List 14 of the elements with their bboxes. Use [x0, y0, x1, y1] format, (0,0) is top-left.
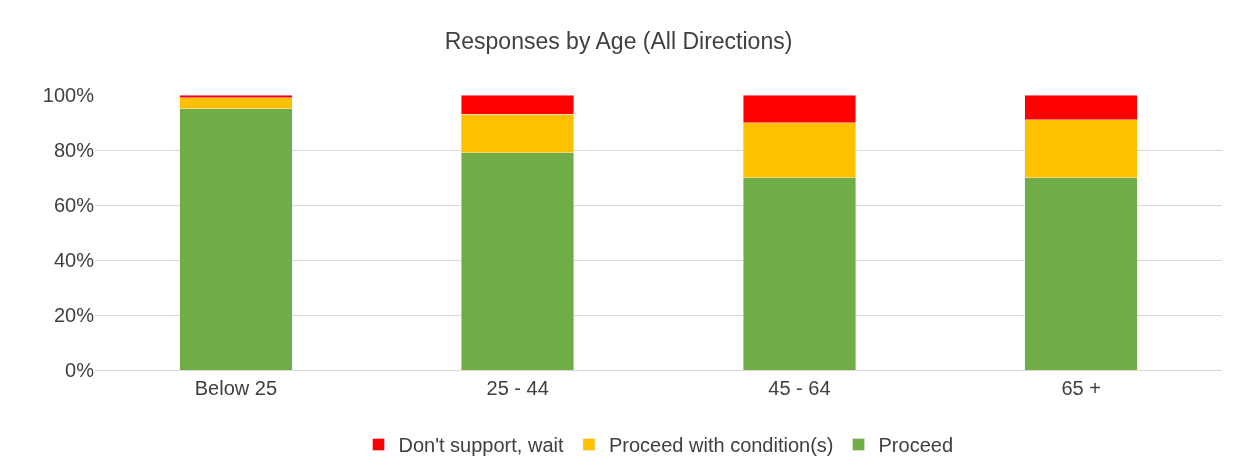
y-tick-label: 40%	[53, 249, 95, 271]
x-tick-label: 25 - 44	[486, 377, 549, 399]
legend-label: Don't support, wait	[398, 434, 564, 457]
y-tick-label: 100%	[42, 84, 95, 106]
chart-title: Responses by Age (All Directions)	[444, 28, 793, 55]
y-tick-label: 0%	[65, 359, 95, 381]
legend-label: Proceed	[878, 434, 954, 457]
y-tick-label: 80%	[53, 139, 95, 161]
x-tick-label: 65 +	[1061, 377, 1101, 399]
y-tick-label: 20%	[53, 304, 95, 326]
y-tick-label: 60%	[53, 194, 95, 216]
legend-label: Proceed with condition(s)	[608, 434, 834, 457]
x-tick-label: 45 - 64	[768, 377, 831, 399]
x-tick-label: Below 25	[194, 377, 278, 399]
